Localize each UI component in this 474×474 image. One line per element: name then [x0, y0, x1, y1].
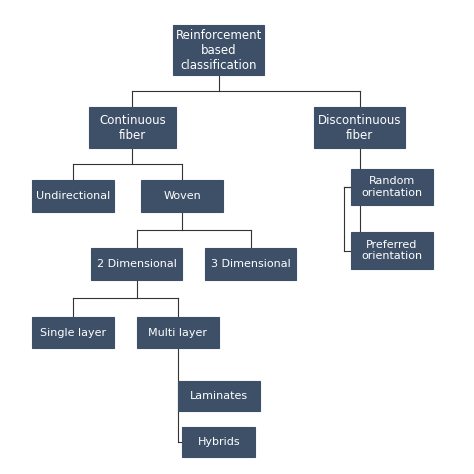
FancyBboxPatch shape — [351, 232, 433, 269]
FancyBboxPatch shape — [173, 26, 264, 75]
Text: Reinforcement
based
classification: Reinforcement based classification — [175, 29, 262, 72]
FancyBboxPatch shape — [182, 427, 255, 456]
Text: Single layer: Single layer — [40, 328, 106, 337]
Text: Hybrids: Hybrids — [198, 437, 240, 447]
FancyBboxPatch shape — [314, 107, 405, 148]
FancyBboxPatch shape — [178, 382, 260, 411]
Text: Multi layer: Multi layer — [148, 328, 207, 337]
Text: Random
orientation: Random orientation — [361, 176, 422, 198]
FancyBboxPatch shape — [91, 248, 182, 280]
FancyBboxPatch shape — [205, 248, 296, 280]
Text: Discontinuous
fiber: Discontinuous fiber — [318, 114, 401, 142]
Text: Laminates: Laminates — [190, 391, 248, 401]
Text: Woven: Woven — [164, 191, 201, 201]
Text: 2 Dimensional: 2 Dimensional — [97, 259, 177, 269]
FancyBboxPatch shape — [32, 317, 114, 348]
Text: Undirectional: Undirectional — [36, 191, 110, 201]
Text: 3 Dimensional: 3 Dimensional — [211, 259, 291, 269]
Text: Preferred
orientation: Preferred orientation — [361, 240, 422, 262]
FancyBboxPatch shape — [141, 180, 223, 212]
Text: Continuous
fiber: Continuous fiber — [99, 114, 166, 142]
FancyBboxPatch shape — [137, 317, 219, 348]
FancyBboxPatch shape — [89, 107, 175, 148]
FancyBboxPatch shape — [351, 169, 433, 205]
FancyBboxPatch shape — [32, 180, 114, 212]
